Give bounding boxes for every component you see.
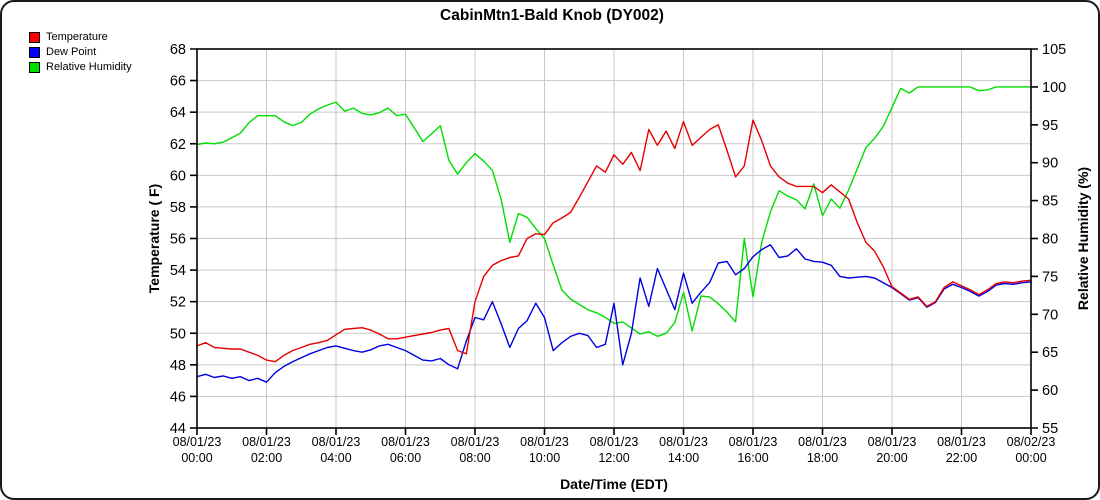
- x-tick-label: 08/01/23 04:00: [312, 435, 361, 465]
- right-tick-label: 75: [1042, 269, 1058, 285]
- right-axis-title: Relative Humidity (%): [1075, 167, 1091, 310]
- x-tick-label: 08/02/23 00:00: [1007, 435, 1056, 465]
- left-tick-label: 68: [170, 42, 186, 58]
- left-axis-tick-labels: 44 46 48 50 52 54 56 58 60 62 64 66 68: [170, 42, 186, 437]
- left-tick-label: 56: [170, 232, 186, 248]
- x-tick-label: 08/01/23 14:00: [659, 435, 708, 465]
- right-tick-label: 80: [1042, 232, 1058, 248]
- temperature-swatch-icon: [29, 31, 40, 43]
- x-tick-label: 08/01/23 18:00: [798, 435, 847, 465]
- axis-ticks: [190, 48, 1038, 435]
- legend-item-dew-point: Dew Point: [29, 46, 132, 58]
- left-tick-label: 52: [170, 295, 186, 311]
- left-axis-title: Temperature ( F): [146, 184, 162, 293]
- relative-humidity-swatch-icon: [29, 61, 40, 73]
- right-tick-label: 60: [1042, 383, 1058, 399]
- grid-lines: [197, 49, 1031, 428]
- left-tick-label: 58: [170, 200, 186, 216]
- x-tick-label: 08/01/23 22:00: [937, 435, 986, 465]
- right-tick-label: 70: [1042, 307, 1058, 323]
- x-axis-tick-labels: 08/01/23 00:00 08/01/23 02:00 08/01/23 04:00 0…: [173, 435, 1056, 465]
- left-tick-label: 60: [170, 168, 186, 184]
- left-tick-label: 66: [170, 74, 186, 90]
- left-tick-label: 50: [170, 326, 186, 342]
- right-tick-label: 55: [1042, 421, 1058, 437]
- left-tick-label: 54: [170, 263, 186, 279]
- x-axis-title: Date/Time (EDT): [560, 476, 668, 492]
- x-tick-label: 08/01/23 06:00: [381, 435, 430, 465]
- legend-item-relative-humidity: Relative Humidity: [29, 61, 132, 73]
- dew-point-swatch-icon: [29, 46, 40, 58]
- x-tick-label: 08/01/23 10:00: [520, 435, 569, 465]
- x-tick-label: 08/01/23 16:00: [729, 435, 778, 465]
- right-tick-label: 105: [1042, 42, 1066, 58]
- x-tick-label: 08/01/23 00:00: [173, 435, 222, 465]
- left-tick-label: 64: [170, 105, 186, 121]
- left-tick-label: 48: [170, 358, 186, 374]
- left-tick-label: 62: [170, 137, 186, 153]
- legend: Temperature Dew Point Relative Humidity: [29, 31, 132, 73]
- right-tick-label: 65: [1042, 345, 1058, 361]
- x-tick-label: 08/01/23 20:00: [868, 435, 917, 465]
- legend-item-temperature: Temperature: [29, 31, 132, 43]
- series-lines: [196, 86, 1032, 383]
- x-tick-label: 08/01/23 12:00: [590, 435, 639, 465]
- right-tick-label: 95: [1042, 118, 1058, 134]
- right-tick-label: 100: [1042, 80, 1066, 96]
- legend-label-relative-humidity: Relative Humidity: [46, 61, 132, 73]
- chart-title: CabinMtn1-Bald Knob (DY002): [440, 7, 664, 24]
- right-tick-label: 85: [1042, 194, 1058, 210]
- relative-humidity-line: [196, 86, 1032, 337]
- legend-label-dew-point: Dew Point: [46, 46, 97, 58]
- temperature-line: [196, 119, 1032, 363]
- right-tick-label: 90: [1042, 156, 1058, 172]
- right-axis-tick-labels: 55 60 65 70 75 80 85 90 95 100 105: [1042, 42, 1066, 437]
- x-tick-label: 08/01/23 02:00: [242, 435, 291, 465]
- left-tick-label: 46: [170, 389, 186, 405]
- x-tick-label: 08/01/23 08:00: [451, 435, 500, 465]
- legend-label-temperature: Temperature: [46, 31, 108, 43]
- left-tick-label: 44: [170, 421, 186, 437]
